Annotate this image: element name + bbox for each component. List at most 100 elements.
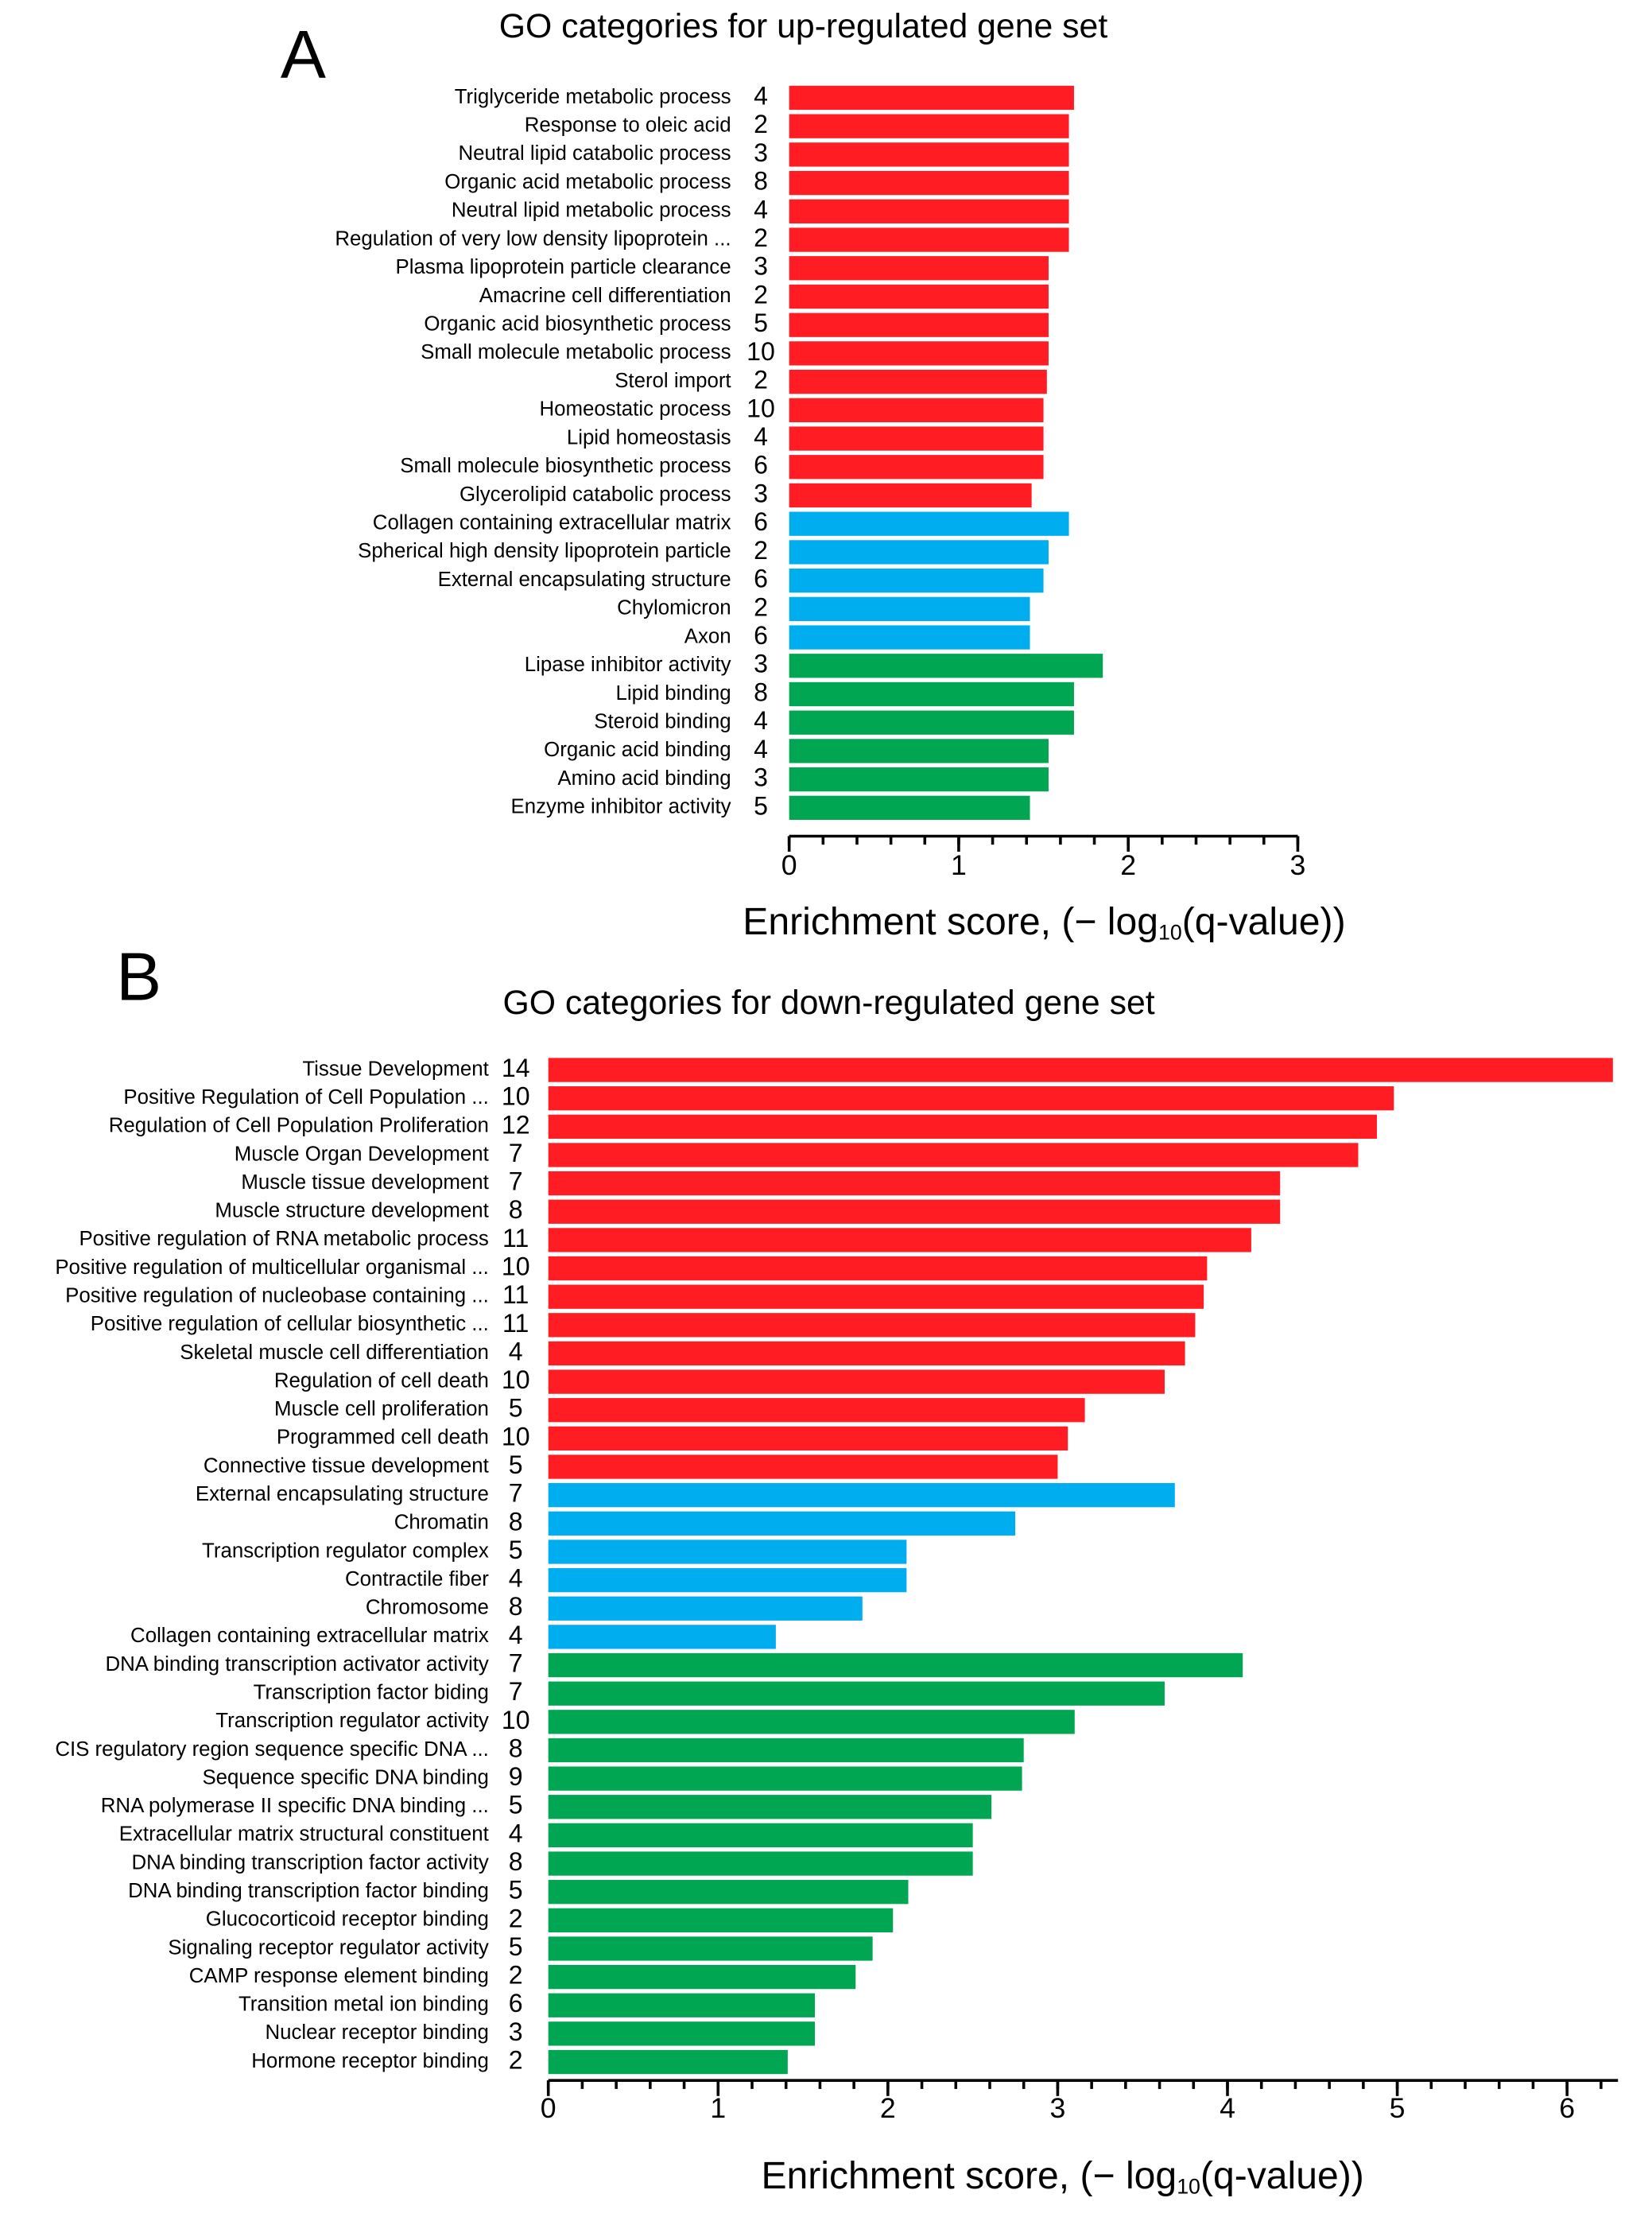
category-label: External encapsulating structure bbox=[196, 1483, 489, 1505]
x-tick-label: 3 bbox=[1050, 2092, 1066, 2124]
bar bbox=[789, 681, 1074, 707]
category-label: Lipase inhibitor activity bbox=[525, 654, 731, 676]
gene-count: 8 bbox=[509, 1734, 523, 1762]
category-label: Transcription regulator complex bbox=[202, 1540, 489, 1562]
bar bbox=[548, 1511, 1016, 1536]
bar bbox=[789, 227, 1069, 252]
x-tick-label: 0 bbox=[541, 2092, 556, 2124]
gene-count: 2 bbox=[754, 110, 768, 138]
category-label: Amacrine cell differentiation bbox=[479, 285, 731, 307]
bar bbox=[789, 568, 1044, 593]
gene-count: 8 bbox=[509, 1507, 523, 1536]
gene-count: 4 bbox=[754, 706, 768, 735]
gene-count: 5 bbox=[509, 1394, 523, 1423]
bar bbox=[548, 1823, 973, 1848]
gene-count: 6 bbox=[754, 507, 768, 536]
category-label: Plasma lipoprotein particle clearance bbox=[396, 256, 731, 278]
bar bbox=[789, 625, 1030, 650]
x-axis-title: Enrichment score, (− log10(q-value)) bbox=[743, 900, 1345, 945]
category-label: Small molecule metabolic process bbox=[421, 341, 731, 363]
gene-count: 7 bbox=[509, 1649, 523, 1678]
bar bbox=[548, 1652, 1243, 1678]
gene-count: 7 bbox=[509, 1167, 523, 1196]
gene-count: 3 bbox=[754, 138, 768, 167]
bar bbox=[789, 455, 1044, 480]
category-label: CAMP response element binding bbox=[189, 1965, 489, 1987]
category-label: Neutral lipid metabolic process bbox=[452, 200, 731, 222]
gene-count: 2 bbox=[754, 280, 768, 309]
x-tick-label: 2 bbox=[1120, 849, 1136, 881]
bar bbox=[548, 1880, 909, 1905]
category-label: Collagen containing extracellular matrix bbox=[373, 512, 731, 534]
category-label: Response to oleic acid bbox=[525, 115, 731, 137]
gene-count: 5 bbox=[754, 309, 768, 337]
category-label: Sequence specific DNA binding bbox=[202, 1766, 488, 1788]
bar bbox=[548, 1143, 1359, 1167]
bar bbox=[548, 1567, 907, 1593]
category-label: Skeletal muscle cell differentiation bbox=[180, 1342, 489, 1364]
gene-count: 4 bbox=[754, 422, 768, 451]
bar bbox=[789, 511, 1069, 536]
x-axis-title-part: (q-value)) bbox=[1200, 2154, 1364, 2197]
chart-title: GO categories for up-regulated gene set bbox=[499, 7, 1108, 45]
gene-count: 10 bbox=[502, 1252, 530, 1281]
category-label: Small molecule biosynthetic process bbox=[400, 455, 731, 477]
category-label: Programmed cell death bbox=[277, 1427, 489, 1449]
gene-count: 7 bbox=[509, 1677, 523, 1706]
category-label: Chromatin bbox=[394, 1512, 489, 1534]
bar bbox=[548, 1540, 907, 1564]
gene-count: 2 bbox=[509, 1961, 523, 1990]
category-label: Chylomicron bbox=[617, 597, 731, 619]
bar bbox=[789, 739, 1049, 763]
gene-count: 2 bbox=[754, 592, 768, 621]
gene-count: 14 bbox=[502, 1054, 530, 1082]
category-label: Positive regulation of cellular biosynth… bbox=[91, 1313, 489, 1335]
gene-count: 2 bbox=[509, 2046, 523, 2075]
gene-count: 6 bbox=[509, 1989, 523, 2017]
panel-letter: B bbox=[116, 940, 161, 1015]
bar bbox=[548, 1369, 1165, 1394]
gene-count: 10 bbox=[502, 1706, 530, 1734]
panel-letter: A bbox=[281, 17, 326, 92]
bar bbox=[548, 1625, 776, 1649]
bar bbox=[789, 256, 1049, 281]
gene-count: 10 bbox=[502, 1422, 530, 1450]
category-label: Homeostatic process bbox=[539, 398, 731, 421]
gene-count: 4 bbox=[509, 1564, 523, 1593]
category-label: Contractile fiber bbox=[345, 1568, 489, 1590]
gene-count: 6 bbox=[754, 621, 768, 650]
gene-count: 4 bbox=[509, 1621, 523, 1649]
bar bbox=[789, 284, 1049, 309]
x-axis-title-sub: 10 bbox=[1177, 2175, 1200, 2199]
bar bbox=[548, 1256, 1208, 1281]
category-label: Positive regulation of nucleobase contai… bbox=[65, 1285, 489, 1307]
x-axis-title: Enrichment score, (− log10(q-value)) bbox=[761, 2154, 1363, 2199]
category-label: Positive regulation of multicellular org… bbox=[55, 1256, 489, 1279]
gene-count: 10 bbox=[502, 1365, 530, 1394]
gene-count: 10 bbox=[502, 1082, 530, 1111]
bar bbox=[548, 1454, 1058, 1479]
category-label: Muscle structure development bbox=[215, 1200, 489, 1222]
category-label: Lipid homeostasis bbox=[567, 426, 731, 448]
bar bbox=[789, 85, 1074, 111]
x-axis-title-part: (q-value)) bbox=[1182, 900, 1346, 943]
bar bbox=[548, 1710, 1075, 1734]
bar bbox=[548, 1398, 1085, 1423]
bar bbox=[548, 1993, 816, 2017]
category-label: Amino acid binding bbox=[557, 767, 731, 790]
gene-count: 5 bbox=[509, 1932, 523, 1961]
gene-count: 5 bbox=[509, 1450, 523, 1479]
bar bbox=[789, 710, 1074, 735]
category-label: Organic acid metabolic process bbox=[444, 171, 731, 193]
category-label: Enzyme inhibitor activity bbox=[511, 796, 731, 818]
x-axis-title-part: Enrichment score, (− log bbox=[743, 900, 1158, 943]
gene-count: 6 bbox=[754, 565, 768, 593]
gene-count: 3 bbox=[754, 763, 768, 792]
gene-count: 3 bbox=[754, 650, 768, 678]
gene-count: 10 bbox=[747, 337, 775, 366]
gene-count: 8 bbox=[509, 1847, 523, 1876]
category-label: Signaling receptor regulator activity bbox=[168, 1936, 488, 1959]
bar bbox=[789, 540, 1049, 565]
gene-count: 5 bbox=[754, 791, 768, 820]
